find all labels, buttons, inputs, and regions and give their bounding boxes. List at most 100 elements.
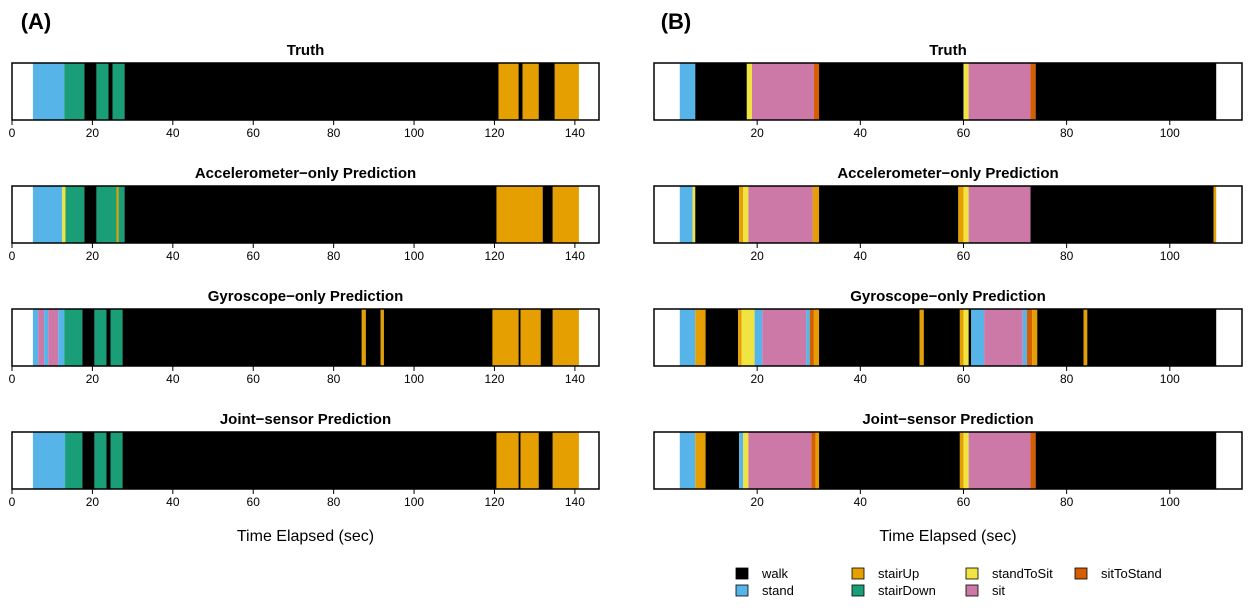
segment-stairUp — [554, 63, 579, 120]
track-frame — [11, 431, 600, 490]
track-frame — [11, 308, 600, 367]
x-tick-label: 60 — [247, 495, 261, 509]
segment-stairUp — [959, 432, 964, 489]
track-title: Gyroscope−only Prediction — [208, 288, 403, 305]
x-tick-label: 20 — [86, 249, 100, 263]
segment-stairUp — [1213, 186, 1217, 243]
x-axis-title: Time Elapsed (sec) — [237, 528, 374, 545]
segment-stand — [679, 432, 696, 489]
x-tick-label: 80 — [327, 372, 341, 386]
segment-stairDown — [110, 432, 123, 489]
segment-standToSit — [963, 63, 969, 120]
segment-sit — [984, 309, 1023, 366]
segment-standToSit — [963, 186, 969, 243]
track-title: Joint−sensor Prediction — [220, 411, 391, 428]
x-tick-label: 100 — [404, 495, 424, 509]
segment-sit — [748, 432, 812, 489]
segment-sit — [762, 309, 807, 366]
x-tick-label: 120 — [484, 249, 504, 263]
track-title: Truth — [287, 42, 325, 59]
track-3: Joint−sensor Prediction 20 40 60 80 100 — [653, 411, 1243, 509]
segment-walk — [106, 309, 111, 366]
track-0: Truth 20 40 60 80 100 — [653, 42, 1243, 140]
panel-label: (B) — [661, 9, 692, 34]
segment-standToSit — [62, 186, 66, 243]
segment-stand — [806, 309, 810, 366]
segment-stand — [32, 186, 63, 243]
segment-walk — [383, 309, 493, 366]
segment-walk — [518, 309, 521, 366]
x-tick-label: 80 — [327, 249, 341, 263]
segment-sit — [968, 63, 1031, 120]
segment-stairUp — [361, 309, 366, 366]
x-tick-label: 120 — [484, 495, 504, 509]
track-frame — [653, 185, 1243, 244]
segment-walk — [82, 432, 95, 489]
segment-stairUp — [380, 309, 384, 366]
segment-stand — [32, 432, 66, 489]
segment-stairUp — [919, 309, 924, 366]
track-frame — [11, 62, 600, 121]
x-axis-title: Time Elapsed (sec) — [879, 528, 1016, 545]
segment-walk — [365, 309, 381, 366]
segment-sitToStand — [1030, 432, 1036, 489]
segment-walk — [1035, 63, 1217, 120]
segment-walk — [84, 63, 97, 120]
segment-stairUp — [815, 432, 820, 489]
x-tick-label: 40 — [166, 372, 180, 386]
x-tick-label: 80 — [1060, 126, 1074, 140]
legend-swatch — [851, 584, 865, 597]
legend-swatch — [851, 567, 865, 580]
segment-standToSit — [746, 63, 752, 120]
x-tick-label: 100 — [404, 126, 424, 140]
segment-walk — [1087, 309, 1217, 366]
segment-stairDown — [65, 186, 85, 243]
segment-stand — [679, 63, 696, 120]
segment-stairDown — [94, 432, 107, 489]
segment-walk — [819, 63, 964, 120]
segment-stand — [754, 309, 763, 366]
legend-swatch — [965, 584, 979, 597]
segment-walk — [538, 63, 555, 120]
x-tick-label: 20 — [86, 126, 100, 140]
track-frame — [11, 185, 600, 244]
segment-walk — [819, 309, 920, 366]
track-3: Joint−sensor Prediction 0 20 40 60 80 100 120 14… — [9, 411, 600, 509]
x-tick-label: 20 — [750, 372, 764, 386]
segment-walk — [705, 309, 739, 366]
segment-stairUp — [812, 186, 820, 243]
x-tick-label: 60 — [957, 495, 971, 509]
segment-walk — [106, 432, 111, 489]
segment-stand — [44, 309, 49, 366]
segment-walk — [542, 186, 553, 243]
legend-label: sit — [992, 583, 1005, 598]
segment-walk — [705, 432, 740, 489]
segment-walk — [518, 63, 523, 120]
segment-stairUp — [695, 432, 706, 489]
x-tick-label: 40 — [166, 249, 180, 263]
legend-item-stairDown: stairDown — [851, 583, 936, 598]
x-tick-label: 140 — [565, 372, 585, 386]
legend-item-stairUp: stairUp — [851, 566, 919, 581]
x-tick-label: 120 — [484, 126, 504, 140]
segment-walk — [1035, 432, 1217, 489]
segment-stairUp — [739, 186, 744, 243]
segment-stand — [32, 63, 65, 120]
segment-sit — [48, 309, 59, 366]
x-tick-label: 40 — [854, 495, 868, 509]
segment-walk — [968, 309, 972, 366]
track-1: Accelerometer−only Prediction 20 40 60 80 100 — [653, 165, 1243, 263]
x-tick-label: 80 — [1060, 495, 1074, 509]
segment-stand — [739, 432, 744, 489]
x-tick-label: 100 — [404, 249, 424, 263]
legend-swatch — [965, 567, 979, 580]
segment-stairUp — [552, 186, 579, 243]
legend-label: sitToStand — [1101, 566, 1162, 581]
x-tick-label: 0 — [9, 372, 16, 386]
track-title: Gyroscope−only Prediction — [850, 288, 1045, 305]
legend-label: stand — [762, 583, 794, 598]
segment-stand — [58, 309, 65, 366]
segment-walk — [819, 432, 960, 489]
segment-walk — [108, 63, 113, 120]
x-tick-label: 60 — [247, 249, 261, 263]
